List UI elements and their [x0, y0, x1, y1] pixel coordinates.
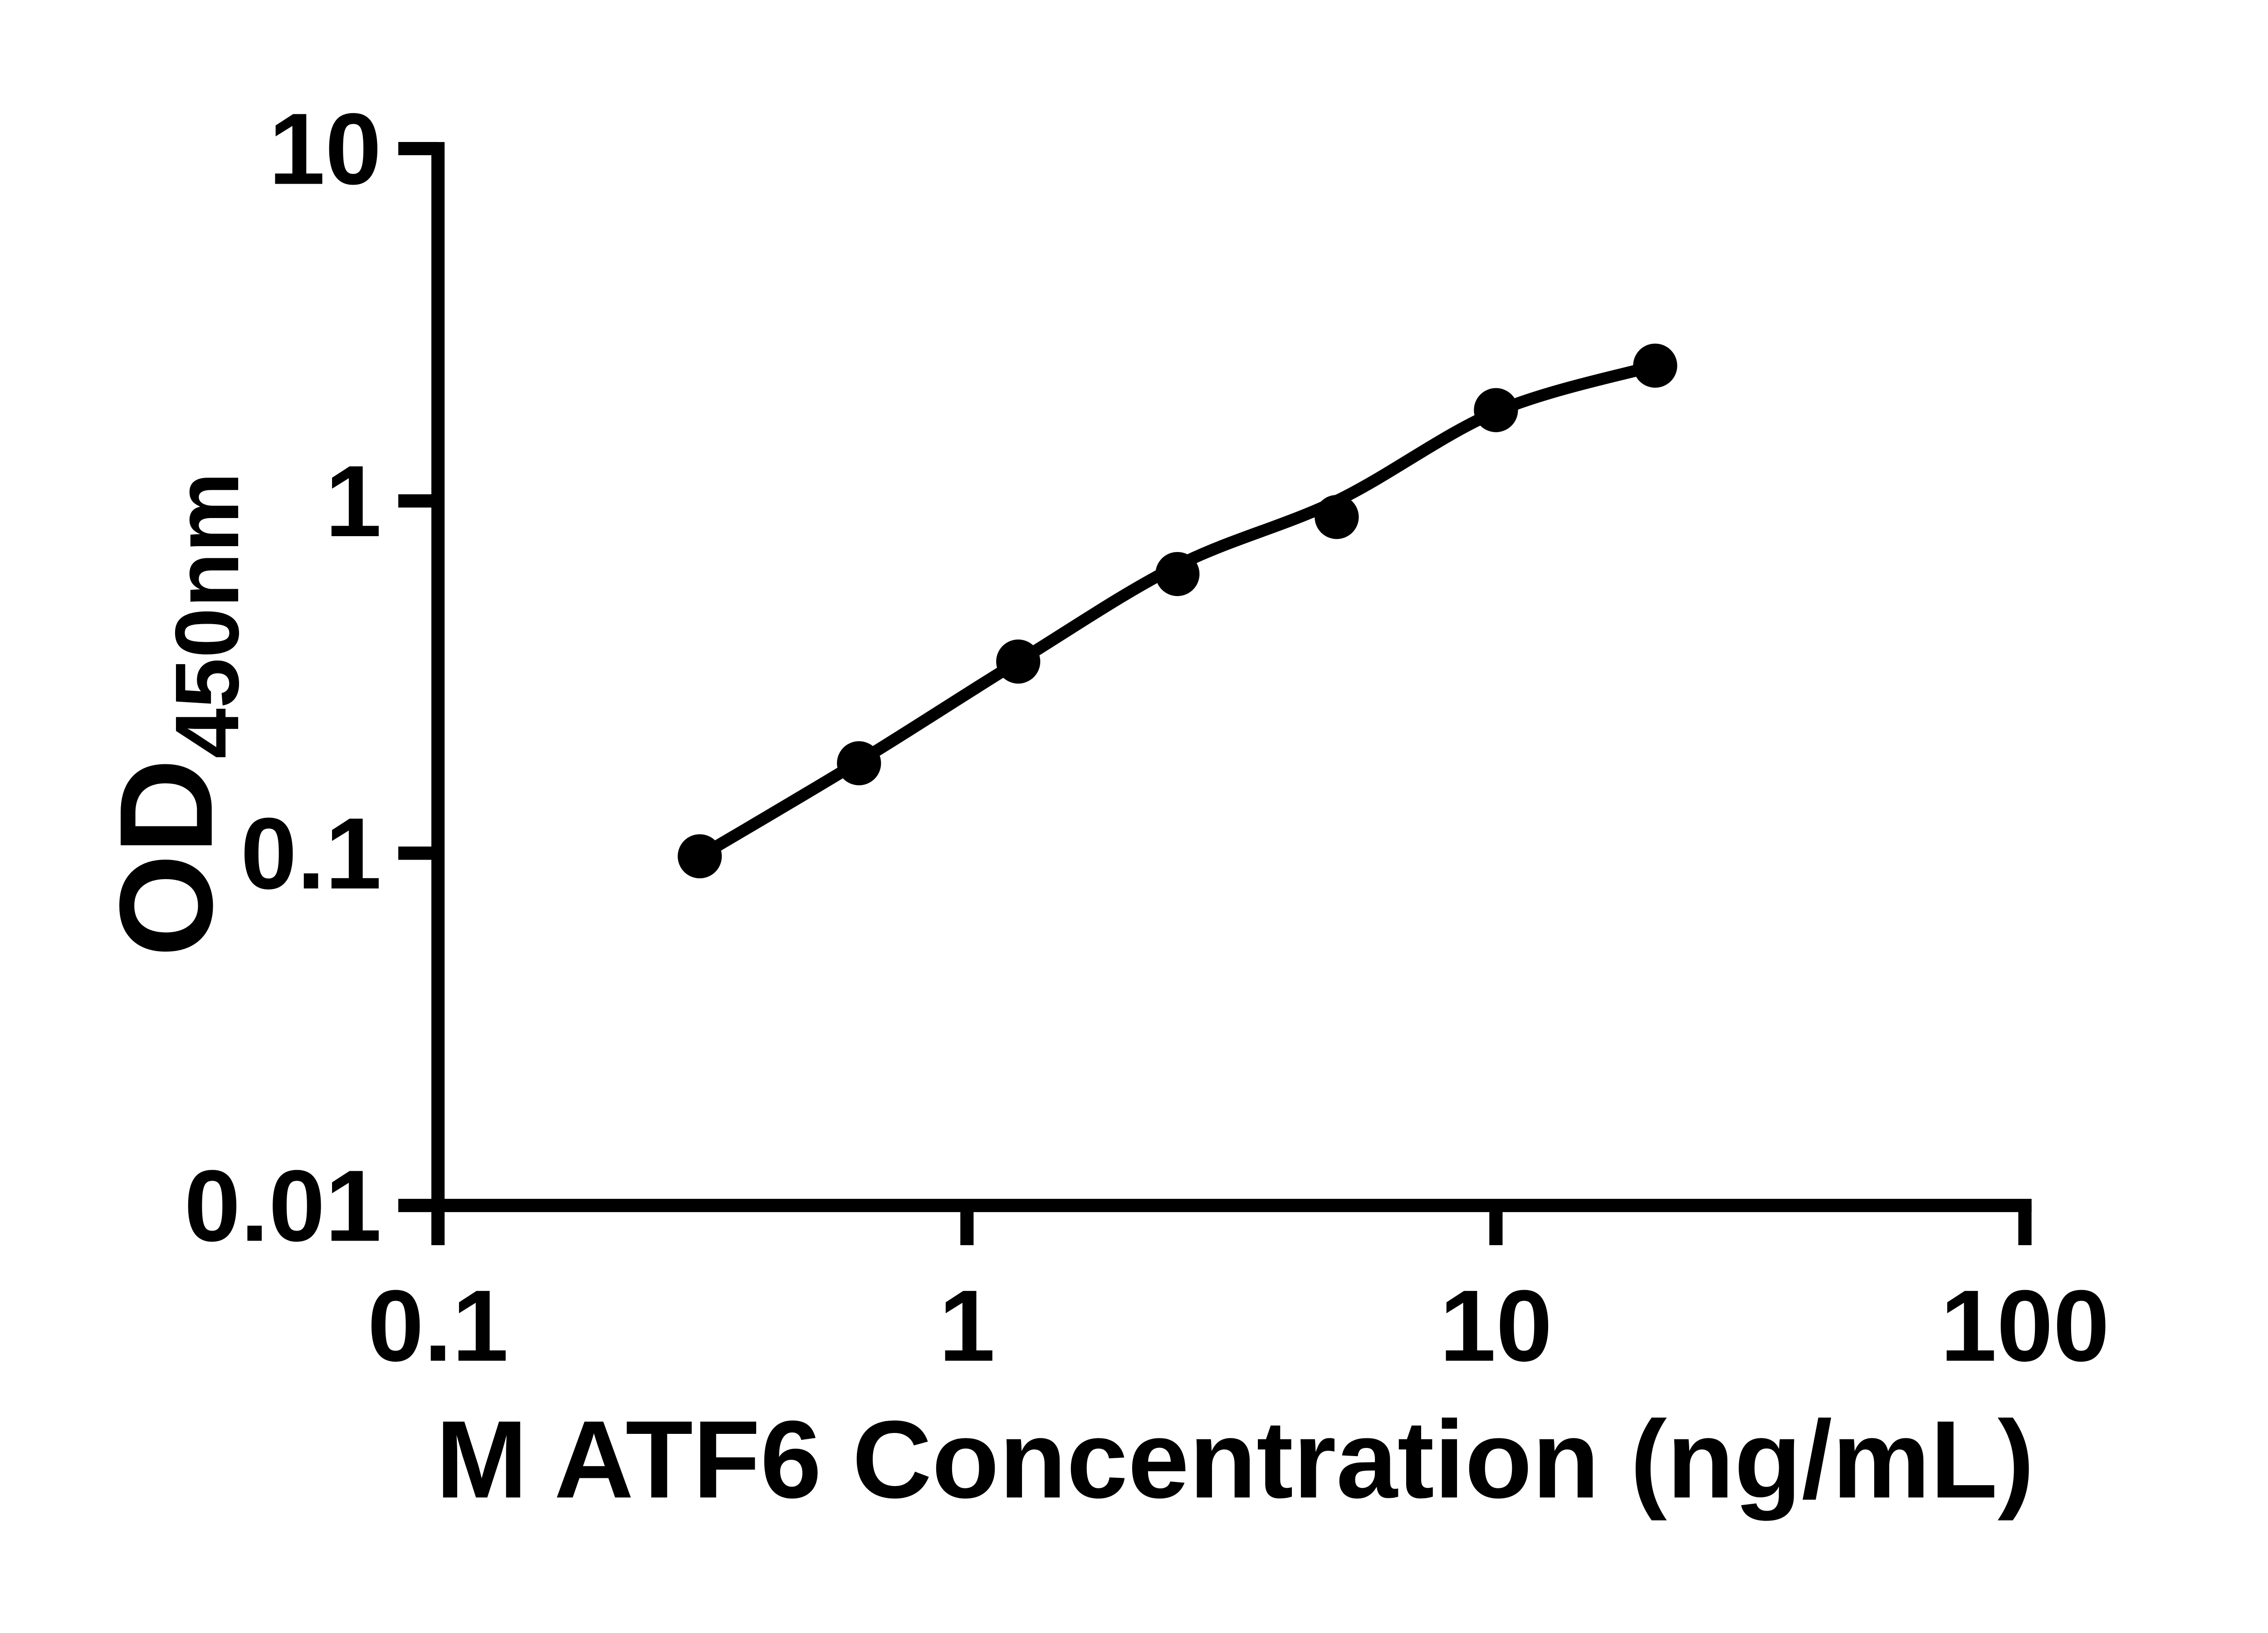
- data-point: [1315, 495, 1359, 539]
- data-point: [678, 834, 722, 879]
- data-point: [996, 639, 1041, 684]
- y-tick-label: 1: [325, 445, 381, 558]
- x-axis-ticks: [431, 1205, 2032, 1246]
- data-point: [1633, 343, 1677, 388]
- y-axis-tick-labels: 10 1 0.1 0.01: [184, 93, 381, 1262]
- data-point: [1155, 552, 1200, 596]
- y-axis-title-main: OD: [92, 758, 240, 957]
- y-axis-title: OD450nm: [92, 472, 258, 957]
- data-point: [1474, 388, 1518, 432]
- elisa-standard-curve-figure: 10 1 0.1 0.01 0.1 1 10 100 M ATF6 Concentratio…: [0, 0, 2268, 1588]
- x-axis-title: M ATF6 Concentration (ng/mL): [436, 1398, 2034, 1521]
- x-tick-label: 1: [939, 1270, 995, 1383]
- data-point-series: [678, 343, 1677, 879]
- x-tick-label: 0.1: [367, 1270, 508, 1383]
- y-tick-label: 0.01: [184, 1149, 381, 1262]
- x-tick-label: 100: [1941, 1270, 2110, 1383]
- y-axis-title-subscript: 450nm: [157, 472, 258, 759]
- data-point: [837, 741, 881, 786]
- x-axis-tick-labels: 0.1 1 10 100: [367, 1270, 2110, 1383]
- y-tick-label: 10: [269, 93, 381, 205]
- x-tick-label: 10: [1440, 1270, 1553, 1383]
- y-tick-label: 0.1: [240, 797, 381, 910]
- plot-background: [0, 0, 2268, 1588]
